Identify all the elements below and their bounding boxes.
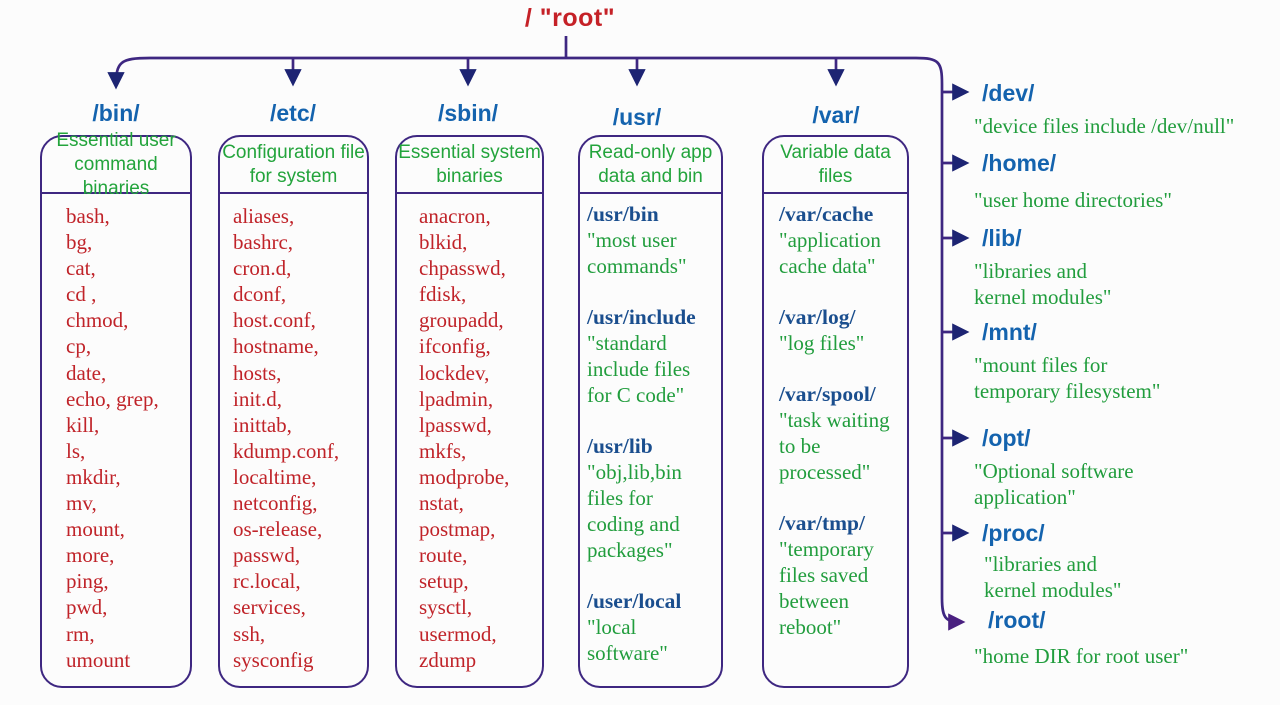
usr-column-header: Read-only app data and bin	[580, 137, 721, 194]
var-log-label: /var/log/	[779, 305, 856, 329]
var-entry: /var/tmp/ "temporary files saved between…	[779, 510, 907, 640]
usr-entry: /usr/bin "most user commands"	[587, 201, 721, 279]
root-desc: "home DIR for root user"	[974, 644, 1189, 668]
var-entry: /var/log/ "log files"	[779, 304, 907, 356]
var-cache-label: /var/cache	[779, 202, 874, 226]
var-cache-desc: "application cache data"	[779, 228, 881, 278]
dir-label-usr: /usr/	[612, 104, 662, 130]
usr-column-entries: /usr/bin "most user commands" /usr/inclu…	[580, 194, 721, 666]
dir-label-dev: /dev/	[982, 80, 1035, 106]
dir-label-opt: /opt/	[982, 425, 1031, 451]
dir-label-proc: /proc/	[982, 520, 1045, 546]
sbin-column-box: Essential system binaries anacron, blkid…	[395, 135, 544, 688]
right-entry-root: /root/ "home DIR for root user"	[974, 607, 1274, 669]
right-entry-dev: /dev/ "device files include /dev/null"	[974, 80, 1274, 139]
proc-desc: "libraries and kernel modules"	[984, 552, 1122, 602]
usr-entry: /usr/lib "obj,lib,bin files for coding a…	[587, 433, 721, 563]
mnt-desc: "mount files for temporary filesystem"	[974, 353, 1161, 403]
var-spool-label: /var/spool/	[779, 382, 876, 406]
etc-column-box: Configuration file for system aliases, b…	[218, 135, 369, 688]
dir-label-sbin: /sbin/	[437, 100, 499, 126]
var-column-box: Variable data files /var/cache "applicat…	[762, 135, 909, 688]
bin-column-items: bash, bg, cat, cd , chmod, cp, date, ech…	[66, 204, 159, 672]
right-entry-opt: /opt/ "Optional software application"	[974, 425, 1274, 510]
root-directory-label: / "root"	[524, 4, 616, 32]
usr-bin-desc: "most user commands"	[587, 228, 687, 278]
right-entry-mnt: /mnt/ "mount files for temporary filesys…	[974, 319, 1274, 404]
dir-label-root: /root/	[988, 607, 1046, 633]
dir-label-home: /home/	[982, 150, 1057, 176]
bin-column-box: Essential user command binaries bash, bg…	[40, 130, 192, 688]
var-tmp-label: /var/tmp/	[779, 511, 865, 535]
sbin-column-header: Essential system binaries	[397, 137, 542, 194]
right-entry-proc: /proc/ "libraries and kernel modules"	[974, 520, 1274, 603]
var-spool-desc: "task waiting to be processed"	[779, 408, 890, 484]
usr-bin-label: /usr/bin	[587, 202, 659, 226]
var-entry: /var/cache "application cache data"	[779, 201, 907, 279]
dir-label-var: /var/	[812, 102, 860, 128]
bin-column-header: Essential user command binaries	[42, 130, 190, 199]
usr-include-desc: "standard include files for C code"	[587, 331, 691, 407]
lib-desc: "libraries and kernel modules"	[974, 259, 1112, 309]
dir-label-etc: /etc/	[269, 100, 317, 126]
right-entry-lib: /lib/ "libraries and kernel modules"	[974, 225, 1274, 310]
var-column-header: Variable data files	[764, 137, 907, 194]
sbin-column-items: anacron, blkid, chpasswd, fdisk, groupad…	[419, 204, 510, 672]
usr-entry: /user/local "local software"	[587, 588, 721, 666]
etc-column-items: aliases, bashrc, cron.d, dconf, host.con…	[233, 204, 340, 672]
var-entry: /var/spool/ "task waiting to be processe…	[779, 381, 907, 485]
right-entry-home: /home/ "user home directories"	[974, 150, 1274, 213]
var-tmp-desc: "temporary files saved between reboot"	[779, 537, 874, 639]
arrow-to-bin	[107, 56, 151, 90]
user-local-label: /user/local	[587, 589, 682, 613]
dir-label-mnt: /mnt/	[982, 319, 1037, 345]
var-column-entries: /var/cache "application cache data" /var…	[764, 194, 907, 640]
user-local-desc: "local software"	[587, 615, 668, 665]
dev-desc: "device files include /dev/null"	[974, 114, 1235, 138]
opt-desc: "Optional software application"	[974, 459, 1134, 509]
etc-column-header: Configuration file for system	[220, 137, 367, 194]
usr-lib-label: /usr/lib	[587, 434, 653, 458]
dir-label-bin: /bin/	[92, 100, 140, 126]
home-desc: "user home directories"	[974, 188, 1172, 212]
usr-column-box: Read-only app data and bin /usr/bin "mos…	[578, 135, 723, 688]
usr-entry: /usr/include "standard include files for…	[587, 304, 721, 408]
usr-lib-desc: "obj,lib,bin files for coding and packag…	[587, 460, 682, 562]
usr-include-label: /usr/include	[587, 305, 696, 329]
dir-label-lib: /lib/	[982, 225, 1022, 251]
var-log-desc: "log files"	[779, 331, 865, 355]
